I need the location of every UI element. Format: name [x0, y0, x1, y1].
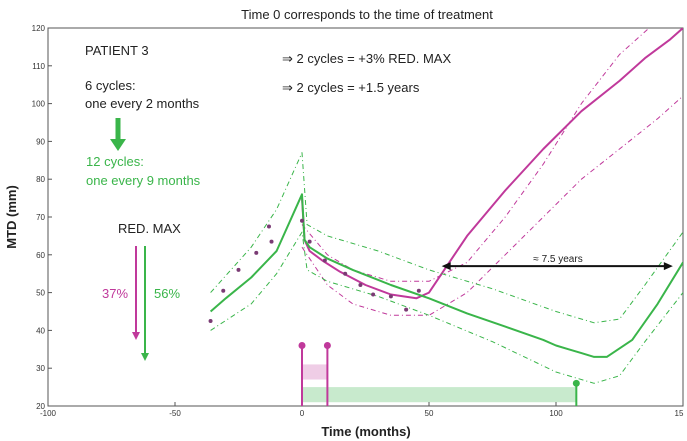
treatment-marker-green [572, 379, 580, 387]
series-line-green-solid [209, 193, 683, 358]
span-arrowhead-right [663, 262, 673, 271]
observation-point [266, 224, 271, 229]
x-tick-label: -50 [169, 409, 181, 418]
red-max-arrow-green [141, 246, 149, 361]
observation-point [371, 292, 376, 297]
y-tick-label: 60 [36, 251, 45, 260]
y-tick-label: 50 [36, 289, 45, 298]
y-tick-label: 100 [32, 100, 46, 109]
observation-point [404, 307, 409, 312]
observation-point [322, 258, 327, 263]
treatment-bars [302, 364, 577, 403]
x-axis-label: Time (months) [321, 424, 410, 439]
observation-point [208, 318, 213, 323]
treatment-stems [298, 342, 580, 406]
red-max-label: RED. MAX [118, 221, 181, 236]
observation-point [307, 239, 312, 244]
patient-label: PATIENT 3 [85, 43, 149, 58]
observation-point [221, 288, 226, 293]
series-line-magenta-solid [301, 28, 683, 300]
treatment-bar-green [302, 387, 577, 403]
plot-area: -100 -50 0 50 100 15 20 30 40 50 60 70 80 90 100 110 120 [32, 24, 684, 418]
series-line-green-dashdot [210, 231, 683, 384]
schedule1-line1: 6 cycles: [85, 78, 136, 93]
series-line-green-dashdot [210, 152, 683, 324]
y-tick-label: 80 [36, 175, 45, 184]
red-max-arrow-magenta [132, 246, 140, 340]
y-tick-label: 20 [36, 402, 45, 411]
y-tick-label: 90 [36, 137, 45, 146]
y-tick-label: 30 [36, 364, 45, 373]
y-tick-label: 120 [32, 24, 46, 33]
annotations: PATIENT 3 6 cycles: one every 2 months 1… [85, 43, 673, 361]
y-tick-label: 40 [36, 326, 45, 335]
schedule1-line2: one every 2 months [85, 96, 200, 111]
gain-red-max: ⇒ 2 cycles = +3% RED. MAX [282, 51, 451, 66]
observation-point [236, 267, 241, 272]
chart-title: Time 0 corresponds to the time of treatm… [241, 7, 493, 22]
observation-point [416, 288, 421, 293]
series-lines [209, 28, 683, 384]
series-line-magenta-dashdot [301, 28, 650, 282]
observation-point [269, 239, 274, 244]
observation-point [300, 218, 304, 223]
schedule2-line1: 12 cycles: [86, 154, 144, 169]
x-tick-label: -100 [40, 409, 57, 418]
x-tick-label: 0 [300, 409, 305, 418]
x-tick-label: 100 [549, 409, 563, 418]
observation-point [343, 271, 348, 276]
pct-magenta: 37% [102, 286, 128, 301]
y-tick-label: 110 [32, 62, 45, 71]
treatment-marker-magenta [298, 342, 306, 350]
treatment-bar-magenta [302, 364, 328, 380]
pct-green: 56% [154, 286, 180, 301]
schedule-arrow [110, 118, 126, 151]
span-label: ≈ 7.5 years [533, 254, 582, 265]
y-tick-label: 70 [36, 213, 45, 222]
observation-point [358, 283, 363, 288]
x-tick-label: 15 [675, 409, 684, 418]
observation-points [208, 218, 421, 323]
gain-years: ⇒ 2 cycles = +1.5 years [282, 80, 420, 95]
axes: -100 -50 0 50 100 15 20 30 40 50 60 70 80 90 100 110 120 [32, 24, 684, 418]
x-tick-label: 50 [425, 409, 434, 418]
span-arrowhead-left [441, 262, 451, 271]
observation-point [388, 294, 393, 299]
span-arrow [441, 262, 673, 271]
observation-point [254, 250, 259, 255]
schedule2-line2: one every 9 months [86, 173, 201, 188]
treatment-marker-magenta [323, 342, 331, 350]
y-axis-label: MTD (mm) [4, 185, 19, 249]
